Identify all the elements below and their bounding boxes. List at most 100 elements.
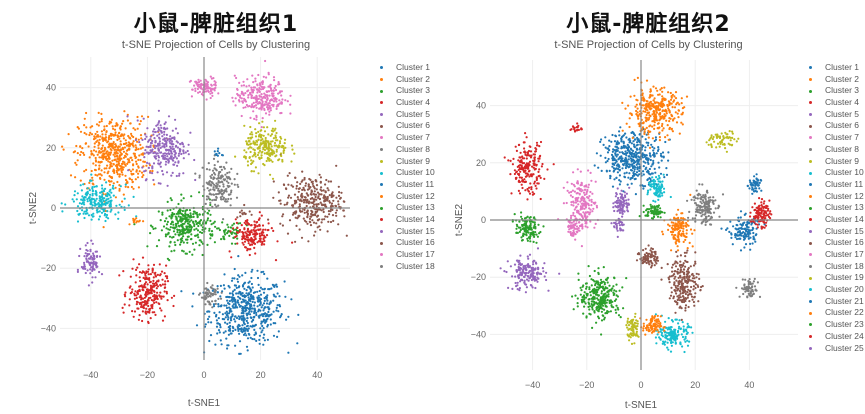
legend-label: Cluster 16: [396, 237, 435, 248]
legend-label: Cluster 9: [396, 155, 431, 166]
legend-item[interactable]: Cluster 16: [809, 237, 864, 249]
legend-item[interactable]: Cluster 6: [380, 120, 435, 132]
legend-label: Cluster 12: [825, 190, 864, 201]
y-axis-label: t-SNE2: [454, 203, 465, 236]
legend-marker-icon: [380, 265, 383, 269]
y-tick: −20: [471, 272, 486, 282]
legend-label: Cluster 5: [825, 108, 860, 119]
legend-label: Cluster 12: [396, 190, 435, 201]
legend-item[interactable]: Cluster 3: [809, 85, 864, 97]
legend-marker-icon: [809, 265, 812, 269]
legend-item[interactable]: Cluster 3: [380, 85, 435, 97]
legend-marker-icon: [380, 171, 383, 175]
y-tick: 40: [46, 83, 56, 93]
legend-item[interactable]: Cluster 20: [809, 284, 864, 296]
legend-item[interactable]: Cluster 23: [809, 319, 864, 331]
legend-marker-icon: [809, 346, 812, 350]
legend-item[interactable]: Cluster 21: [809, 296, 864, 308]
legend-item[interactable]: Cluster 10: [380, 167, 435, 179]
x-tick: 20: [256, 370, 266, 380]
legend-item[interactable]: Cluster 5: [809, 109, 864, 121]
legend-item[interactable]: Cluster 12: [380, 191, 435, 203]
legend-label: Cluster 4: [396, 97, 431, 108]
legend-item[interactable]: Cluster 15: [380, 226, 435, 238]
legend-marker-icon: [380, 66, 383, 70]
legend-marker-icon: [380, 218, 383, 222]
legend-item[interactable]: Cluster 11: [809, 179, 864, 191]
legend-item[interactable]: Cluster 2: [809, 74, 864, 86]
legend-item[interactable]: Cluster 12: [809, 191, 864, 203]
x-tick: −20: [140, 370, 155, 380]
legend-item[interactable]: Cluster 19: [809, 272, 864, 284]
legend-item[interactable]: Cluster 16: [380, 237, 435, 249]
legend-marker-icon: [809, 323, 812, 327]
legend-label: Cluster 6: [825, 120, 860, 131]
legend-item[interactable]: Cluster 1: [809, 62, 864, 74]
legend-label: Cluster 14: [396, 213, 435, 224]
legend-label: Cluster 20: [825, 284, 864, 295]
legend-label: Cluster 5: [396, 108, 431, 119]
legend-item[interactable]: Cluster 5: [380, 109, 435, 121]
legend-item[interactable]: Cluster 1: [380, 62, 435, 74]
legend-item[interactable]: Cluster 22: [809, 307, 864, 319]
legend-item[interactable]: Cluster 13: [809, 202, 864, 214]
x-tick: −40: [83, 370, 98, 380]
legend-item[interactable]: Cluster 18: [380, 261, 435, 273]
legend-label: Cluster 11: [396, 178, 435, 189]
x-tick: −40: [525, 380, 540, 390]
legend-item[interactable]: Cluster 10: [809, 167, 864, 179]
legend-item[interactable]: Cluster 18: [809, 261, 864, 273]
legend-marker-icon: [380, 194, 383, 198]
y-axis-label: t-SNE2: [28, 191, 39, 224]
scatter-plot[interactable]: −40 −20 0 20 40 40 20 0 −20 −40 t-SNE1 t-SNE2: [0, 0, 432, 414]
legend-item[interactable]: Cluster 24: [809, 331, 864, 343]
main-title: 小鼠-脾脏组织2: [566, 12, 731, 37]
legend-label: Cluster 6: [396, 120, 431, 131]
legend-label: Cluster 2: [396, 73, 431, 84]
legend-item[interactable]: Cluster 8: [380, 144, 435, 156]
legend-label: Cluster 15: [396, 225, 435, 236]
legend-marker-icon: [380, 89, 383, 93]
legend-item[interactable]: Cluster 9: [809, 156, 864, 168]
legend-item[interactable]: Cluster 6: [809, 120, 864, 132]
legend-item[interactable]: Cluster 14: [380, 214, 435, 226]
y-tick: −40: [471, 329, 486, 339]
legend-marker-icon: [809, 159, 812, 163]
legend-marker-icon: [380, 78, 383, 82]
legend-label: Cluster 4: [825, 97, 860, 108]
legend-marker-icon: [809, 241, 812, 245]
legend-label: Cluster 7: [825, 132, 860, 143]
scatter-plot[interactable]: −40 −20 0 20 40 40 20 0 −20 −40 t-SNE1 t-SNE2: [432, 0, 865, 414]
legend-marker-icon: [809, 101, 812, 105]
legend-marker-icon: [809, 311, 812, 315]
legend-label: Cluster 1: [396, 62, 431, 72]
legend-item[interactable]: Cluster 7: [809, 132, 864, 144]
legend-item[interactable]: Cluster 17: [809, 249, 864, 261]
legend-item[interactable]: Cluster 11: [380, 179, 435, 191]
legend-label: Cluster 15: [825, 225, 864, 236]
legend-item[interactable]: Cluster 25: [809, 343, 864, 355]
legend-item[interactable]: Cluster 2: [380, 74, 435, 86]
chart-title: t-SNE Projection of Cells by Clustering: [121, 39, 311, 51]
legend[interactable]: Cluster 1 Cluster 2 Cluster 3 Cluster 4 Clus…: [380, 62, 435, 272]
legend-label: Cluster 2: [825, 73, 860, 84]
legend-marker-icon: [380, 206, 383, 210]
legend[interactable]: Cluster 1 Cluster 2 Cluster 3 Cluster 4 Clus…: [809, 62, 864, 354]
legend-marker-icon: [809, 194, 812, 198]
legend-item[interactable]: Cluster 9: [380, 156, 435, 168]
legend-item[interactable]: Cluster 14: [809, 214, 864, 226]
legend-item[interactable]: Cluster 4: [380, 97, 435, 109]
main-title: 小鼠-脾脏组织1: [133, 12, 299, 37]
x-tick: 40: [312, 370, 322, 380]
legend-item[interactable]: Cluster 15: [809, 226, 864, 238]
legend-item[interactable]: Cluster 7: [380, 132, 435, 144]
legend-label: Cluster 8: [396, 143, 431, 154]
legend-marker-icon: [809, 206, 812, 210]
legend-label: Cluster 18: [396, 260, 435, 271]
legend-marker-icon: [809, 288, 812, 292]
legend-marker-icon: [380, 253, 383, 257]
legend-item[interactable]: Cluster 17: [380, 249, 435, 261]
legend-item[interactable]: Cluster 4: [809, 97, 864, 109]
legend-item[interactable]: Cluster 13: [380, 202, 435, 214]
legend-item[interactable]: Cluster 8: [809, 144, 864, 156]
